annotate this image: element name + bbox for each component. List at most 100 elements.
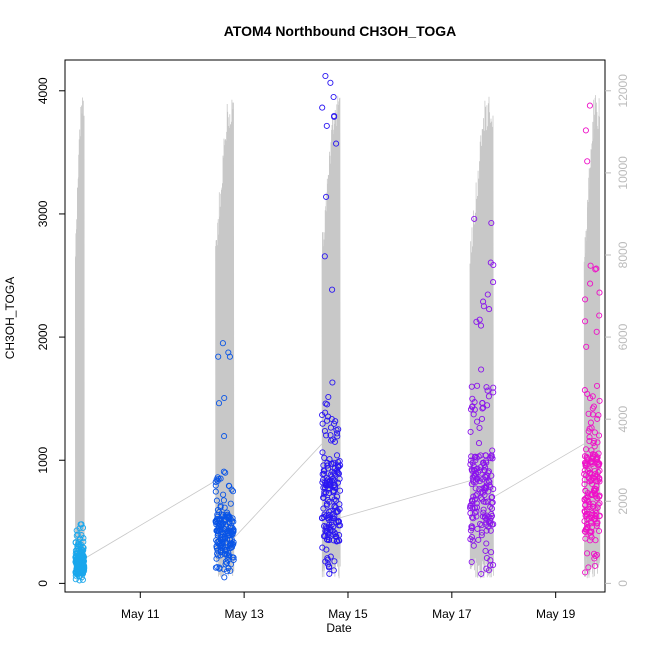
data-point-flight-2	[216, 520, 223, 527]
data-point-flight-5	[582, 127, 589, 134]
data-point-flight-3	[319, 104, 326, 111]
data-point-flight-3	[334, 433, 341, 440]
data-point-flight-4	[480, 404, 487, 411]
data-point-flight-5	[594, 495, 601, 502]
data-point-flight-4	[484, 472, 491, 479]
data-point-flight-4	[470, 515, 477, 522]
data-point-flight-4	[488, 512, 496, 520]
data-point-flight-3	[332, 418, 339, 425]
data-point-flight-1	[79, 524, 87, 531]
data-point-flight-4	[470, 478, 477, 486]
data-point-flight-1	[73, 568, 80, 575]
data-point-flight-3	[321, 491, 328, 498]
data-point-flight-1	[75, 559, 82, 566]
data-point-flight-1	[81, 564, 88, 571]
data-point-flight-2	[215, 353, 222, 360]
x-tick-label: May 17	[432, 607, 472, 621]
data-point-flight-4	[468, 523, 475, 530]
data-point-flight-2	[219, 549, 226, 556]
data-point-flight-1	[74, 531, 81, 538]
data-point-flight-3	[327, 507, 334, 514]
data-point-flight-1	[73, 532, 80, 539]
altitude-profile-flight-3	[321, 95, 341, 579]
data-point-flight-5	[587, 262, 594, 269]
data-point-flight-3	[319, 420, 326, 427]
data-point-flight-4	[482, 547, 489, 554]
data-point-flight-3	[325, 564, 332, 571]
data-point-flight-4	[484, 291, 491, 298]
data-point-flight-5	[582, 296, 589, 303]
data-point-flight-4	[483, 540, 490, 547]
data-point-flight-3	[325, 413, 332, 420]
data-point-flight-3	[336, 537, 343, 544]
data-point-flight-5	[594, 458, 601, 466]
data-point-flight-3	[334, 508, 342, 515]
data-point-flight-5	[595, 450, 602, 457]
data-point-flight-5	[589, 393, 596, 400]
y-tick-label: 0	[36, 580, 50, 587]
data-point-flight-5	[589, 491, 596, 498]
data-point-flight-4	[489, 494, 496, 501]
data-point-flight-4	[474, 418, 481, 425]
data-point-flight-2	[225, 349, 232, 356]
data-point-flight-5	[594, 439, 601, 446]
data-point-flight-1	[74, 541, 82, 548]
data-point-flight-3	[331, 496, 338, 503]
data-point-flight-3	[322, 409, 329, 416]
data-point-flight-5	[588, 520, 595, 527]
data-point-flight-3	[322, 400, 329, 407]
data-point-flight-5	[587, 419, 594, 426]
data-point-flight-5	[591, 437, 598, 444]
data-point-flight-5	[593, 455, 600, 462]
data-point-flight-5	[588, 490, 595, 497]
data-point-flight-3	[331, 558, 338, 565]
data-point-flight-5	[581, 481, 588, 488]
data-point-flight-4	[480, 298, 487, 305]
data-point-flight-2	[226, 513, 233, 520]
data-point-flight-5	[592, 486, 599, 493]
data-point-flight-5	[589, 500, 597, 507]
data-point-flight-2	[227, 539, 234, 546]
data-point-flight-4	[487, 557, 494, 564]
data-point-flight-5	[595, 527, 603, 535]
data-point-flight-5	[591, 467, 598, 474]
data-point-flight-3	[327, 424, 334, 431]
data-point-flight-3	[321, 488, 328, 495]
data-point-flight-4	[480, 506, 487, 513]
altitude-profile-flight-4	[469, 96, 494, 579]
data-point-flight-2	[213, 543, 220, 550]
data-point-flight-3	[319, 544, 326, 551]
data-point-flight-2	[225, 482, 232, 489]
data-point-flight-3	[329, 286, 336, 293]
data-point-flight-3	[321, 467, 328, 474]
data-point-flight-4	[483, 521, 490, 528]
data-point-flight-3	[333, 430, 341, 437]
data-point-flight-3	[330, 567, 337, 574]
data-point-flight-3	[324, 401, 331, 408]
data-point-flight-5	[586, 466, 593, 473]
data-point-flight-2	[221, 574, 228, 581]
data-point-flight-5	[590, 453, 597, 460]
data-point-flight-4	[477, 494, 485, 501]
data-point-flight-4	[490, 261, 497, 269]
data-point-flight-5	[592, 513, 599, 520]
data-point-flight-5	[594, 462, 602, 469]
data-point-flight-4	[478, 522, 485, 529]
data-point-flight-2	[228, 518, 236, 525]
data-point-flight-2	[227, 500, 234, 507]
data-point-flight-5	[583, 506, 590, 513]
data-point-flight-3	[326, 514, 334, 521]
data-point-flight-4	[490, 389, 497, 396]
data-point-flight-3	[321, 427, 328, 435]
data-point-flight-2	[220, 497, 227, 504]
data-point-flight-5	[594, 519, 601, 526]
data-point-flight-5	[596, 289, 603, 296]
data-point-flight-4	[490, 521, 497, 528]
data-point-flight-5	[584, 550, 591, 557]
data-point-flight-4	[479, 399, 486, 407]
y2-tick-label: 0	[616, 580, 630, 587]
data-point-flight-5	[585, 428, 592, 435]
data-point-flight-4	[488, 219, 495, 227]
data-point-flight-5	[596, 493, 603, 500]
